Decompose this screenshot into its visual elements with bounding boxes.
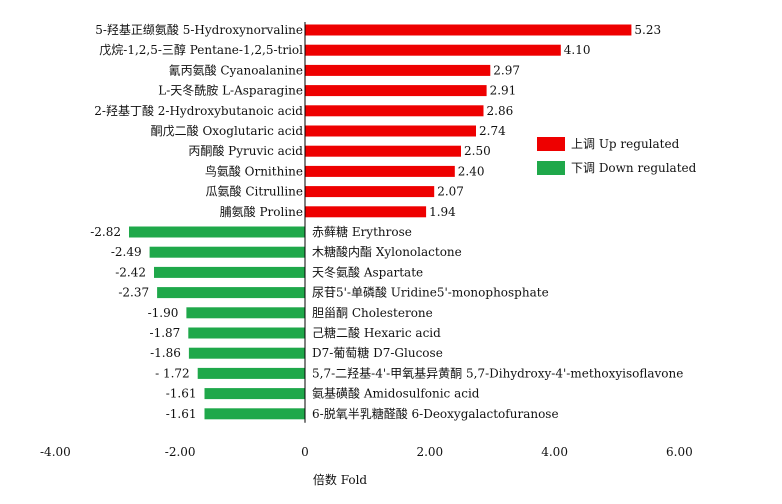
- bar-9: [305, 206, 427, 218]
- bar-6: [305, 145, 461, 157]
- x-tick-label-0: -4.00: [40, 445, 71, 459]
- bar-3: [305, 85, 487, 97]
- value-label-3: 2.91: [490, 84, 517, 98]
- category-label-4: 2-羟基丁酸 2-Hydroxybutanoic acid: [94, 103, 303, 118]
- bar-4: [305, 105, 484, 117]
- x-tick-label-3: 2.00: [416, 445, 443, 459]
- category-label-14: 胆甾酮 Cholesterone: [312, 306, 433, 320]
- value-label-8: 2.07: [437, 185, 464, 199]
- value-label-11: -2.49: [111, 245, 142, 259]
- legend-up-swatch: [537, 137, 565, 151]
- category-label-11: 木糖酸内酯 Xylonolactone: [312, 244, 462, 259]
- value-label-9: 1.94: [429, 205, 456, 219]
- category-label-0: 5-羟基正缬氨酸 5-Hydroxynorvaline: [95, 22, 303, 37]
- bar-14: [186, 307, 305, 319]
- x-axis-title: 倍数 Fold: [313, 472, 368, 487]
- legend-down-swatch: [537, 161, 565, 175]
- value-label-7: 2.40: [458, 164, 485, 178]
- x-tick-label-4: 4.00: [541, 445, 568, 459]
- bars-layer: [129, 24, 632, 420]
- value-label-17: - 1.72: [155, 366, 190, 380]
- value-label-1: 4.10: [564, 43, 591, 57]
- category-label-12: 天冬氨酸 Aspartate: [312, 264, 423, 279]
- bar-2: [305, 64, 491, 76]
- category-label-5: 酮戊二酸 Oxoglutaric acid: [151, 123, 304, 138]
- value-label-19: -1.61: [166, 407, 197, 421]
- legend: 上调 Up regulated 下调 Down regulated: [537, 137, 697, 175]
- x-tick-label-2: 0: [301, 445, 309, 459]
- value-label-5: 2.74: [479, 124, 506, 138]
- value-label-12: -2.42: [115, 265, 146, 279]
- x-tick-label-1: -2.00: [165, 445, 196, 459]
- bar-19: [204, 408, 305, 420]
- value-label-18: -1.61: [166, 387, 197, 401]
- category-label-8: 瓜氨酸 Citrulline: [206, 184, 303, 199]
- category-label-18: 氨基磺酸 Amidosulfonic acid: [312, 386, 480, 401]
- value-label-16: -1.86: [150, 346, 181, 360]
- category-label-15: 己糖二酸 Hexaric acid: [312, 325, 441, 340]
- category-label-6: 丙酮酸 Pyruvic acid: [188, 143, 303, 158]
- bar-5: [305, 125, 476, 137]
- category-label-1: 戊烷-1,2,5-三醇 Pentane-1,2,5-triol: [99, 42, 303, 57]
- bar-8: [305, 186, 435, 198]
- bar-10: [129, 226, 305, 238]
- x-tick-label-5: 6.00: [666, 445, 693, 459]
- legend-down-label: 下调 Down regulated: [571, 161, 697, 175]
- category-label-19: 6-脱氧半乳糖醛酸 6-Deoxygalactofuranose: [312, 406, 559, 421]
- category-label-3: L-天冬酰胺 L-Asparagine: [158, 83, 303, 98]
- bar-1: [305, 44, 561, 56]
- category-label-2: 氰丙氨酸 Cyanoalanine: [169, 62, 303, 77]
- bar-15: [188, 327, 305, 339]
- category-label-7: 鸟氨酸 Ornithine: [205, 163, 303, 178]
- category-label-16: D7-葡萄糖 D7-Glucose: [312, 345, 443, 360]
- value-label-10: -2.82: [90, 225, 121, 239]
- bar-7: [305, 165, 455, 177]
- value-label-13: -2.37: [118, 286, 149, 300]
- legend-up-label: 上调 Up regulated: [571, 137, 680, 151]
- labels-layer: 5-羟基正缬氨酸 5-Hydroxynorvaline 5.23 戊烷-1,2,5-…: [90, 22, 683, 421]
- bar-17: [197, 367, 305, 379]
- value-label-6: 2.50: [464, 144, 491, 158]
- category-label-10: 赤藓糖 Erythrose: [312, 224, 412, 239]
- value-label-14: -1.90: [148, 306, 179, 320]
- category-label-17: 5,7-二羟基-4'-甲氧基异黄酮 5,7-Dihydroxy-4'-metho…: [312, 365, 683, 380]
- bar-13: [157, 287, 305, 299]
- category-label-9: 脯氨酸 Proline: [220, 204, 303, 219]
- value-label-2: 2.97: [493, 63, 520, 77]
- bar-16: [188, 347, 305, 359]
- value-label-0: 5.23: [634, 23, 661, 37]
- value-label-4: 2.86: [487, 104, 514, 118]
- value-label-15: -1.87: [150, 326, 181, 340]
- x-axis-ticks: -4.00 -2.00 0 2.00 4.00 6.00: [40, 445, 693, 459]
- bar-11: [149, 246, 305, 258]
- category-label-13: 尿苷5'-单磷酸 Uridine5'-monophosphate: [312, 285, 549, 300]
- bar-12: [154, 266, 305, 278]
- bar-18: [204, 388, 305, 400]
- bar-0: [305, 24, 632, 36]
